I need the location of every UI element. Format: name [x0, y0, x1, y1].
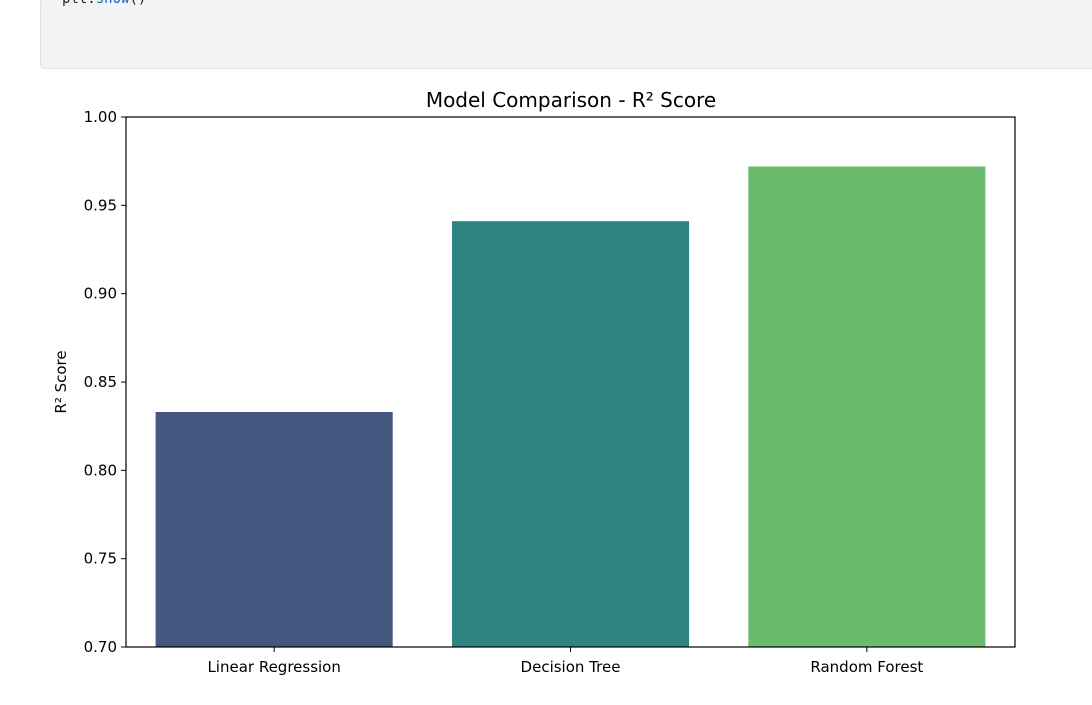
x-tick-label: Random Forest: [810, 658, 923, 676]
bar-random-forest: [748, 166, 986, 647]
y-tick-label: 0.90: [84, 285, 117, 303]
y-axis-label: R² Score: [52, 350, 70, 413]
y-tick-label: 0.75: [84, 550, 117, 568]
code-line: plt.show(): [62, 0, 146, 8]
y-tick-label: 1.00: [84, 108, 117, 126]
bar-decision-tree: [452, 221, 690, 647]
x-tick-label: Linear Regression: [207, 658, 340, 676]
x-tick-label: Decision Tree: [521, 658, 621, 676]
y-tick-label: 0.85: [84, 373, 117, 391]
y-axis: 0.70 0.75 0.80 0.85 0.90 0.95 1.00: [84, 108, 126, 656]
chart-title: Model Comparison - R² Score: [426, 88, 716, 112]
y-tick-label: 0.80: [84, 461, 117, 479]
code-method: show: [96, 0, 130, 7]
code-object: plt: [62, 0, 87, 7]
bar-linear-regression: [155, 412, 393, 647]
bar-chart: Model Comparison - R² Score 0.70 0.75 0.80…: [52, 88, 1016, 676]
code-dot: .: [87, 0, 95, 7]
y-tick-label: 0.70: [84, 638, 117, 656]
y-tick-label: 0.95: [84, 196, 117, 214]
bars-layer: [155, 166, 986, 647]
code-parens: (): [129, 0, 146, 7]
x-axis: Linear Regression Decision Tree Random For…: [207, 647, 923, 676]
code-cell[interactable]: plt.show(): [40, 0, 1092, 69]
cell-output: Model Comparison - R² Score 0.70 0.75 0.80…: [0, 75, 1092, 701]
